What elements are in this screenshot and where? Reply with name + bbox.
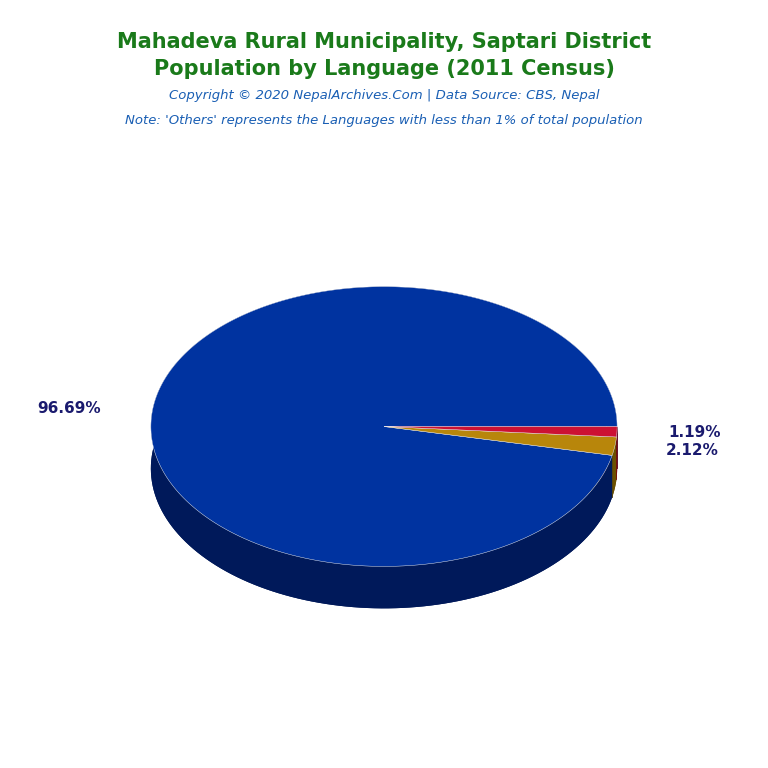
Text: 2.12%: 2.12% — [666, 443, 719, 458]
Polygon shape — [384, 426, 617, 437]
Polygon shape — [384, 468, 617, 479]
Text: Copyright © 2020 NepalArchives.Com | Data Source: CBS, Nepal: Copyright © 2020 NepalArchives.Com | Dat… — [169, 89, 599, 101]
Text: Population by Language (2011 Census): Population by Language (2011 Census) — [154, 59, 614, 79]
Polygon shape — [384, 426, 617, 455]
Text: Mahadeva Rural Municipality, Saptari District: Mahadeva Rural Municipality, Saptari Dis… — [117, 32, 651, 52]
Polygon shape — [151, 329, 617, 608]
Polygon shape — [384, 468, 617, 498]
Polygon shape — [151, 286, 617, 608]
Polygon shape — [151, 286, 617, 566]
Text: Note: 'Others' represents the Languages with less than 1% of total population: Note: 'Others' represents the Languages … — [125, 114, 643, 127]
Text: 96.69%: 96.69% — [38, 402, 101, 416]
Polygon shape — [612, 437, 617, 498]
Text: 1.19%: 1.19% — [668, 425, 720, 440]
